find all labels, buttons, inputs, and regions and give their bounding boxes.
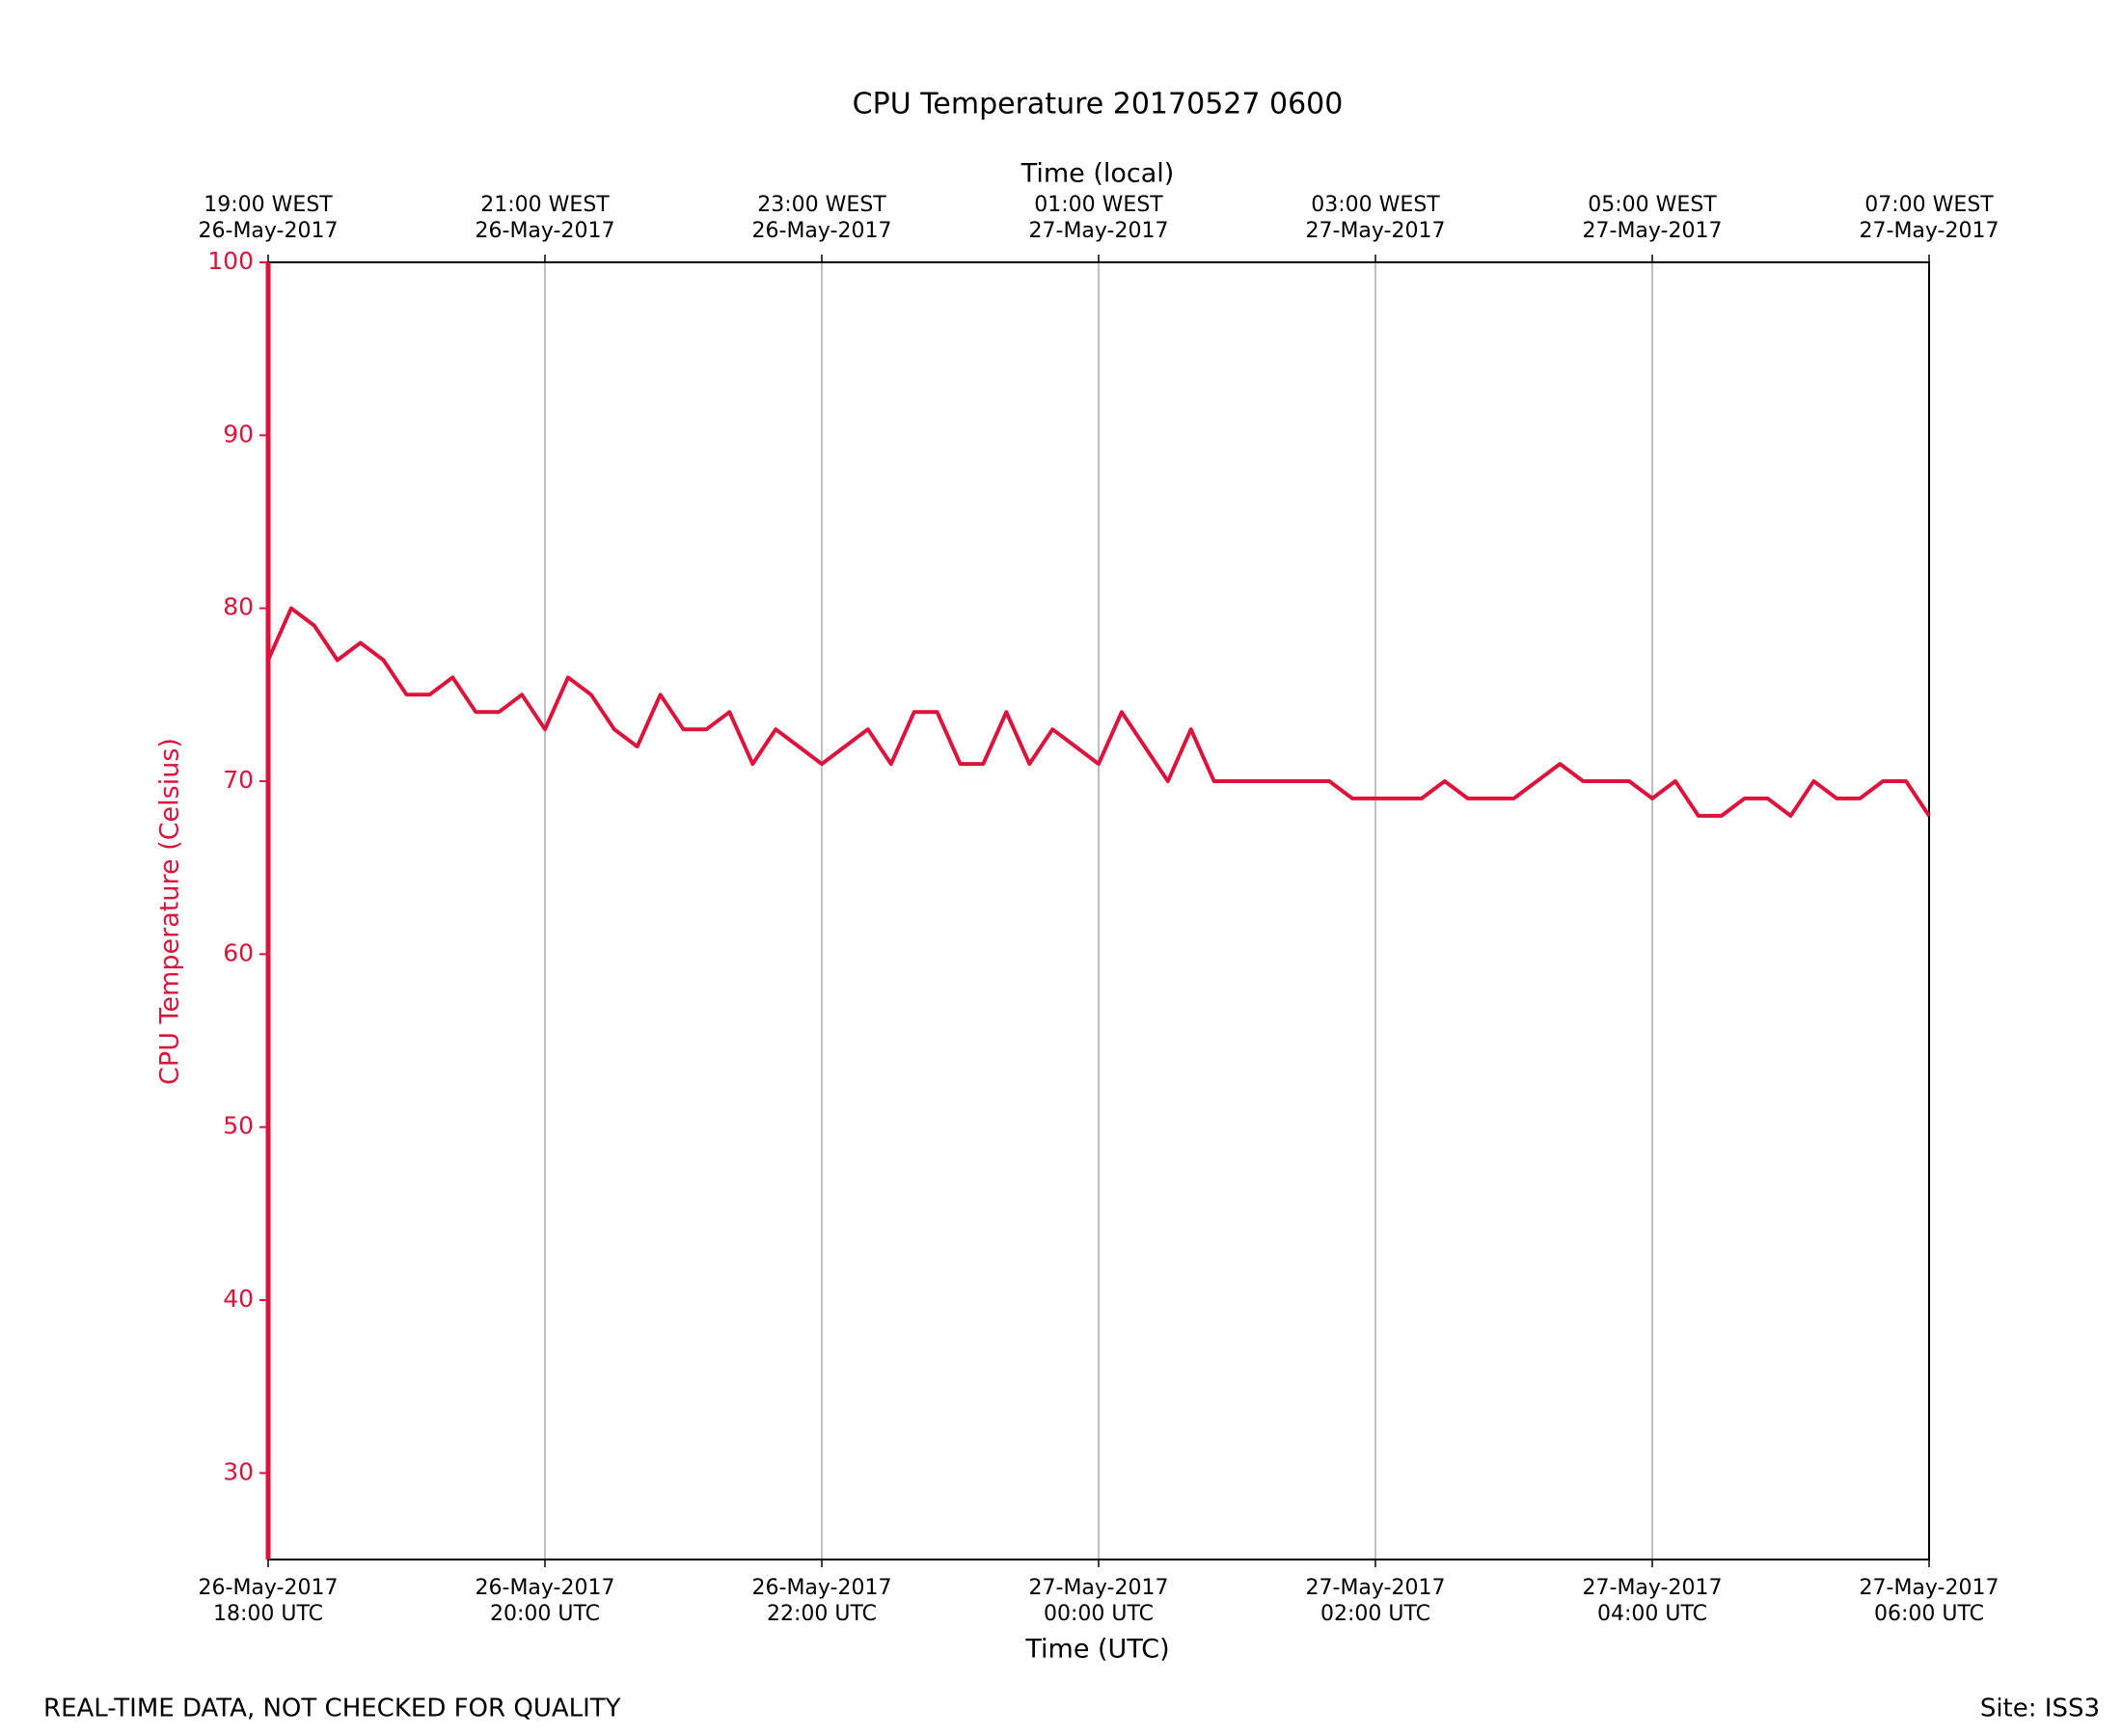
x-tick-label: 27-May-2017 04:00 UTC bbox=[1582, 1576, 1723, 1626]
x-tick-label: 27-May-2017 02:00 UTC bbox=[1305, 1576, 1446, 1626]
x-tick-label: 26-May-2017 20:00 UTC bbox=[475, 1576, 615, 1626]
footer-site: Site: ISS3 bbox=[1980, 1695, 2100, 1723]
y-tick-label: 100 bbox=[207, 247, 254, 275]
x2-tick-label: 23:00 WEST 26-May-2017 bbox=[751, 193, 892, 243]
x-tick-label: 26-May-2017 22:00 UTC bbox=[751, 1576, 892, 1626]
temperature-line bbox=[266, 606, 1931, 818]
x2-tick-label: 07:00 WEST 27-May-2017 bbox=[1859, 193, 2000, 243]
y-axis-label: CPU Temperature (Celsius) bbox=[155, 738, 185, 1085]
chart-title: CPU Temperature 20170527 0600 bbox=[853, 88, 1344, 122]
y-tick-label: 80 bbox=[223, 593, 254, 621]
x-axis-label: Time (UTC) bbox=[1024, 1635, 1169, 1665]
y-tick-label: 50 bbox=[223, 1112, 254, 1140]
x2-tick-label: 21:00 WEST 26-May-2017 bbox=[475, 193, 615, 243]
footer-note: REAL-TIME DATA, NOT CHECKED FOR QUALITY bbox=[43, 1695, 621, 1723]
x2-tick-label: 01:00 WEST 27-May-2017 bbox=[1028, 193, 1169, 243]
x2-tick-label: 05:00 WEST 27-May-2017 bbox=[1582, 193, 1723, 243]
x2-tick-label: 19:00 WEST 26-May-2017 bbox=[198, 193, 339, 243]
x-tick-label: 27-May-2017 00:00 UTC bbox=[1028, 1576, 1169, 1626]
x-tick-label: 27-May-2017 06:00 UTC bbox=[1859, 1576, 2000, 1626]
x2-axis-label: Time (local) bbox=[1020, 159, 1175, 189]
y-tick-label: 70 bbox=[223, 766, 254, 794]
x-tick-label: 26-May-2017 18:00 UTC bbox=[198, 1576, 339, 1626]
y-tick-label: 30 bbox=[223, 1457, 254, 1485]
x2-tick-label: 03:00 WEST 27-May-2017 bbox=[1305, 193, 1446, 243]
y-tick-label: 90 bbox=[223, 420, 254, 448]
y-tick-label: 40 bbox=[223, 1285, 254, 1313]
y-tick-label: 60 bbox=[223, 938, 254, 966]
